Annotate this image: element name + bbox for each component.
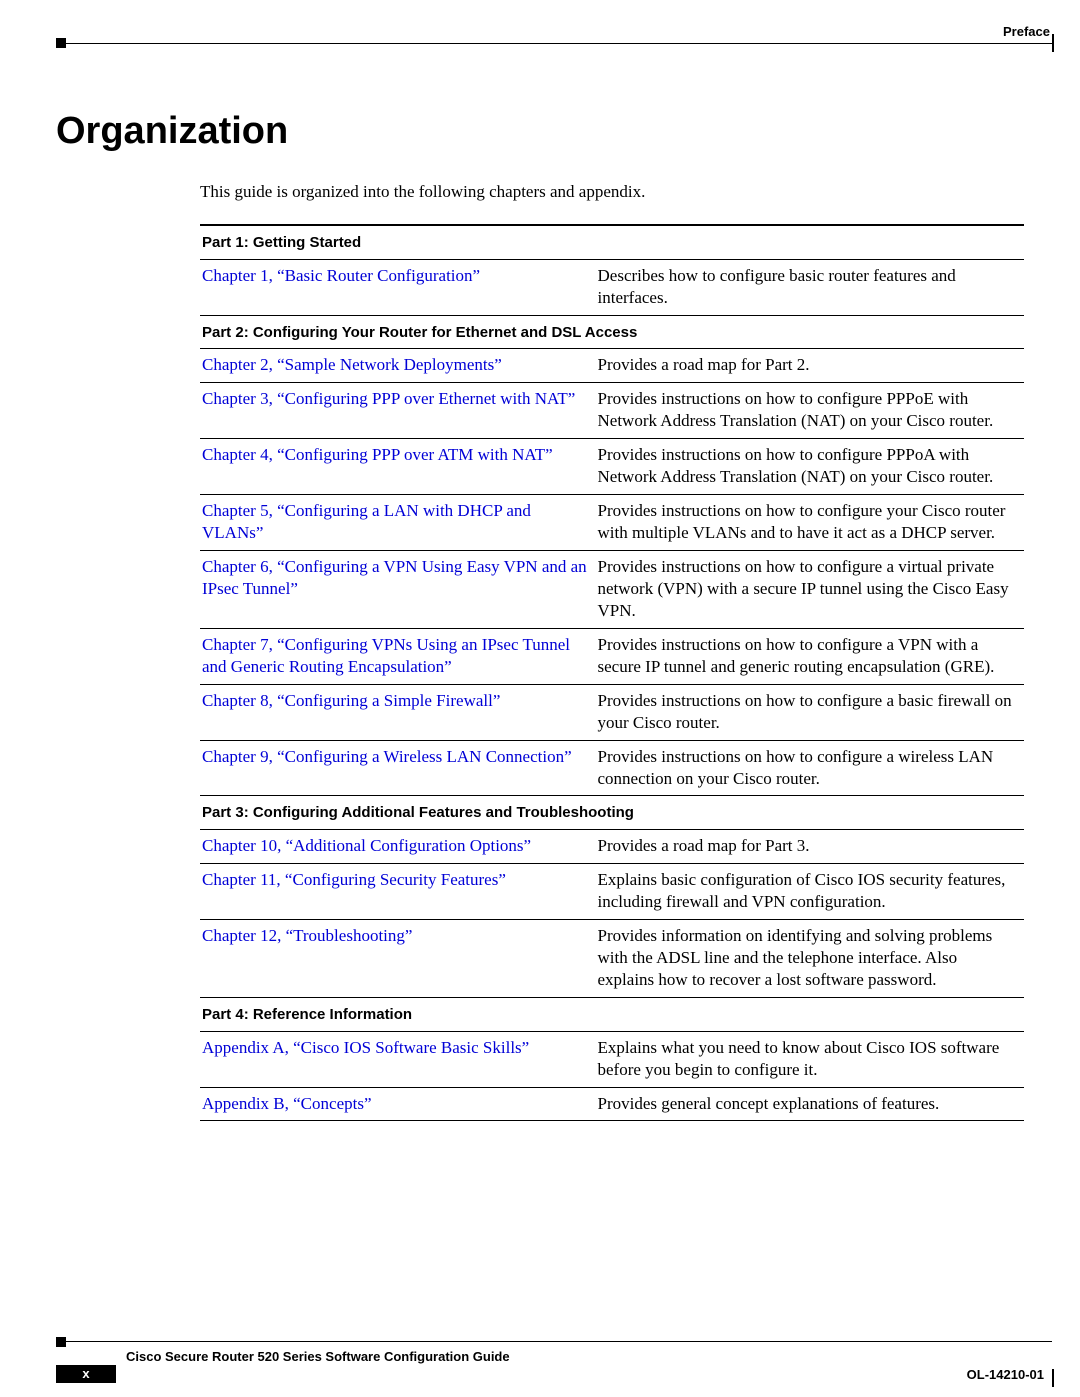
table-row: Chapter 2, “Sample Network Deployments” P… <box>200 349 1024 382</box>
table-row: Chapter 11, “Configuring Security Featur… <box>200 863 1024 919</box>
section-header: Part 1: Getting Started <box>200 225 1024 259</box>
table-row: Chapter 3, “Configuring PPP over Etherne… <box>200 382 1024 438</box>
table-row: Chapter 9, “Configuring a Wireless LAN C… <box>200 740 1024 796</box>
chapter-link[interactable]: Chapter 3, “Configuring PPP over Etherne… <box>202 389 575 408</box>
chapter-description: Describes how to configure basic router … <box>596 259 1024 315</box>
chapter-link[interactable]: Chapter 2, “Sample Network Deployments” <box>202 355 502 374</box>
section-header: Part 2: Configuring Your Router for Ethe… <box>200 315 1024 349</box>
chapter-description: Provides instructions on how to configur… <box>596 628 1024 684</box>
footer-book-title: Cisco Secure Router 520 Series Software … <box>126 1349 510 1364</box>
footer-doc-number: OL-14210-01 <box>967 1367 1044 1382</box>
organization-table: Part 1: Getting StartedChapter 1, “Basic… <box>200 224 1024 1121</box>
footer-page-number: x <box>56 1365 116 1383</box>
chapter-link[interactable]: Chapter 4, “Configuring PPP over ATM wit… <box>202 445 553 464</box>
chapter-description: Provides a road map for Part 2. <box>596 349 1024 382</box>
table-row: Chapter 8, “Configuring a Simple Firewal… <box>200 684 1024 740</box>
table-row: Chapter 6, “Configuring a VPN Using Easy… <box>200 550 1024 628</box>
chapter-link[interactable]: Chapter 6, “Configuring a VPN Using Easy… <box>202 557 587 598</box>
header-section-label: Preface <box>1003 24 1050 39</box>
chapter-link[interactable]: Chapter 9, “Configuring a Wireless LAN C… <box>202 747 572 766</box>
table-row: Appendix B, “Concepts” Provides general c… <box>200 1087 1024 1120</box>
chapter-description: Provides instructions on how to configur… <box>596 684 1024 740</box>
table-row: Appendix A, “Cisco IOS Software Basic Sk… <box>200 1031 1024 1087</box>
header-marker-square <box>56 38 66 48</box>
chapter-link[interactable]: Chapter 12, “Troubleshooting” <box>202 926 412 945</box>
chapter-description: Provides instructions on how to configur… <box>596 382 1024 438</box>
chapter-description: Provides instructions on how to configur… <box>596 494 1024 550</box>
page-title: Organization <box>56 110 288 153</box>
chapter-description: Provides a road map for Part 3. <box>596 830 1024 863</box>
header-rule <box>66 43 1052 44</box>
chapter-link[interactable]: Chapter 8, “Configuring a Simple Firewal… <box>202 691 500 710</box>
footer-tick <box>1052 1369 1054 1387</box>
footer-marker-square <box>56 1337 66 1347</box>
chapter-description: Provides instructions on how to configur… <box>596 550 1024 628</box>
chapter-description: Provides instructions on how to configur… <box>596 740 1024 796</box>
table-row: Chapter 5, “Configuring a LAN with DHCP … <box>200 494 1024 550</box>
chapter-link[interactable]: Chapter 10, “Additional Configuration Op… <box>202 836 531 855</box>
table-row: Chapter 4, “Configuring PPP over ATM wit… <box>200 438 1024 494</box>
chapter-description: Explains what you need to know about Cis… <box>596 1031 1024 1087</box>
table-row: Chapter 10, “Additional Configuration Op… <box>200 830 1024 863</box>
chapter-description: Provides instructions on how to configur… <box>596 438 1024 494</box>
intro-text: This guide is organized into the followi… <box>200 182 645 202</box>
chapter-description: Provides information on identifying and … <box>596 919 1024 997</box>
table-row: Chapter 12, “Troubleshooting” Provides in… <box>200 919 1024 997</box>
table-row: Chapter 1, “Basic Router Configuration” D… <box>200 259 1024 315</box>
chapter-description: Explains basic configuration of Cisco IO… <box>596 863 1024 919</box>
chapter-link[interactable]: Appendix A, “Cisco IOS Software Basic Sk… <box>202 1038 529 1057</box>
chapter-link[interactable]: Chapter 11, “Configuring Security Featur… <box>202 870 506 889</box>
header-tick <box>1052 34 1054 52</box>
chapter-link[interactable]: Appendix B, “Concepts” <box>202 1094 372 1113</box>
table-row: Chapter 7, “Configuring VPNs Using an IP… <box>200 628 1024 684</box>
footer-rule <box>56 1341 1052 1342</box>
chapter-link[interactable]: Chapter 5, “Configuring a LAN with DHCP … <box>202 501 531 542</box>
section-header: Part 3: Configuring Additional Features … <box>200 796 1024 830</box>
section-header: Part 4: Reference Information <box>200 997 1024 1031</box>
chapter-link[interactable]: Chapter 7, “Configuring VPNs Using an IP… <box>202 635 570 676</box>
chapter-description: Provides general concept explanations of… <box>596 1087 1024 1120</box>
chapter-link[interactable]: Chapter 1, “Basic Router Configuration” <box>202 266 480 285</box>
